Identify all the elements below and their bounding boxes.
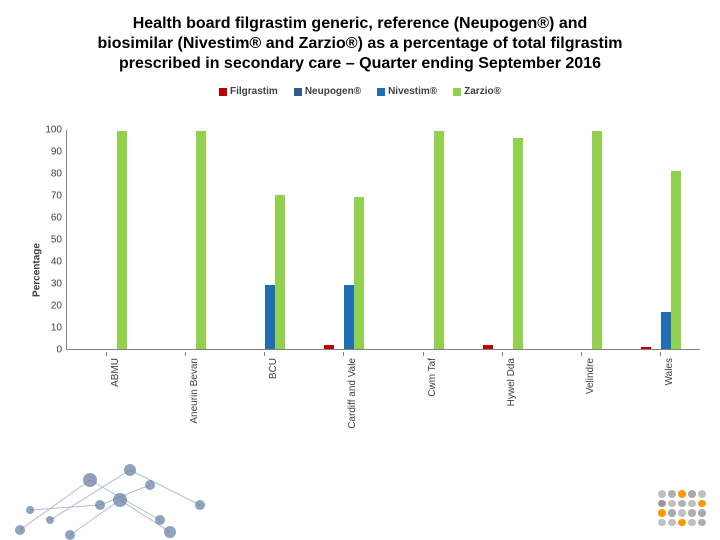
x-tick: [581, 352, 582, 356]
bar: [265, 285, 275, 349]
legend-swatch: [453, 88, 461, 96]
x-tick: [343, 352, 344, 356]
y-tick-label: 80: [51, 169, 62, 180]
logo-dot: [688, 490, 696, 498]
legend-label: Filgrastim: [230, 86, 278, 97]
bar: [275, 195, 285, 349]
x-tick: [106, 352, 107, 356]
x-tick-label: Aneurin Bevan: [189, 358, 200, 424]
decorative-network-icon: [0, 450, 260, 540]
logo-dot: [688, 519, 696, 527]
legend-label: Neupogen®: [305, 86, 361, 97]
bar: [483, 345, 493, 349]
y-tick-label: 30: [51, 279, 62, 290]
bar-group: [483, 129, 523, 349]
bar-group: [166, 129, 206, 349]
y-tick-label: 0: [56, 345, 62, 356]
x-tick-label: BCU: [268, 358, 279, 379]
x-tick: [185, 352, 186, 356]
logo-dot: [688, 500, 696, 508]
title-line-2: biosimilar (Nivestim® and Zarzio®) as a …: [97, 35, 622, 52]
logo-dot: [698, 519, 706, 527]
bar-group: [324, 129, 364, 349]
chart-legend: Filgrastim Neupogen® Nivestim® Zarzio®: [0, 80, 720, 99]
logo-dot: [658, 509, 666, 517]
bar: [513, 138, 523, 349]
bar: [196, 131, 206, 349]
x-tick-label: Wales: [664, 358, 675, 385]
logo-dot: [698, 509, 706, 517]
legend-swatch: [219, 88, 227, 96]
legend-item: Neupogen®: [294, 86, 361, 97]
bar-group: [404, 129, 444, 349]
x-tick-label: ABMU: [110, 358, 121, 387]
x-tick: [423, 352, 424, 356]
x-tick: [502, 352, 503, 356]
x-tick-label: Velindre: [585, 358, 596, 394]
legend-label: Nivestim®: [388, 86, 437, 97]
bar: [354, 197, 364, 349]
bar: [324, 345, 334, 349]
logo-dot: [678, 500, 686, 508]
bar: [117, 131, 127, 349]
bar: [641, 347, 651, 349]
logo-dot: [668, 490, 676, 498]
title-line-1: Health board filgrastim generic, referen…: [133, 15, 588, 32]
y-tick-label: 10: [51, 323, 62, 334]
logo-dot: [658, 519, 666, 527]
logo-dot: [678, 519, 686, 527]
chart-title: Health board filgrastim generic, referen…: [0, 0, 720, 80]
logo-dot: [668, 509, 676, 517]
legend-item: Filgrastim: [219, 86, 278, 97]
x-tick-label: Cardiff and Vale: [347, 358, 358, 429]
y-tick-label: 20: [51, 301, 62, 312]
legend-swatch: [377, 88, 385, 96]
bar: [671, 171, 681, 349]
logo-dot: [698, 490, 706, 498]
x-axis-labels: ABMUAneurin BevanBCUCardiff and ValeCwm …: [66, 350, 700, 410]
y-tick-label: 70: [51, 191, 62, 202]
title-line-3: prescribed in secondary care – Quarter e…: [119, 55, 601, 72]
plot-region: [66, 130, 700, 350]
corner-logo-icon: [658, 490, 706, 526]
logo-dot: [698, 500, 706, 508]
bar-group: [245, 129, 285, 349]
y-tick-label: 50: [51, 235, 62, 246]
chart-area: Percentage 0102030405060708090100 ABMUAn…: [18, 130, 708, 410]
x-tick: [264, 352, 265, 356]
logo-dot: [658, 490, 666, 498]
bar-group: [562, 129, 602, 349]
logo-dot: [688, 509, 696, 517]
y-tick-label: 100: [45, 125, 62, 136]
logo-dot: [668, 500, 676, 508]
bar-group: [641, 129, 681, 349]
legend-label: Zarzio®: [464, 86, 501, 97]
x-tick-label: Hywel Dda: [506, 358, 517, 406]
logo-dot: [678, 509, 686, 517]
bar: [592, 131, 602, 349]
legend-item: Zarzio®: [453, 86, 501, 97]
x-tick: [660, 352, 661, 356]
y-tick-label: 60: [51, 213, 62, 224]
logo-dot: [658, 500, 666, 508]
bar: [344, 285, 354, 349]
x-tick-label: Cwm Taf: [427, 358, 438, 397]
logo-dot: [668, 519, 676, 527]
bar-group: [87, 129, 127, 349]
y-axis-ticks: 0102030405060708090100: [36, 130, 62, 350]
logo-dot: [678, 490, 686, 498]
legend-swatch: [294, 88, 302, 96]
legend-item: Nivestim®: [377, 86, 437, 97]
y-tick-label: 90: [51, 147, 62, 158]
y-tick-label: 40: [51, 257, 62, 268]
bar: [434, 131, 444, 349]
bar: [661, 312, 671, 349]
